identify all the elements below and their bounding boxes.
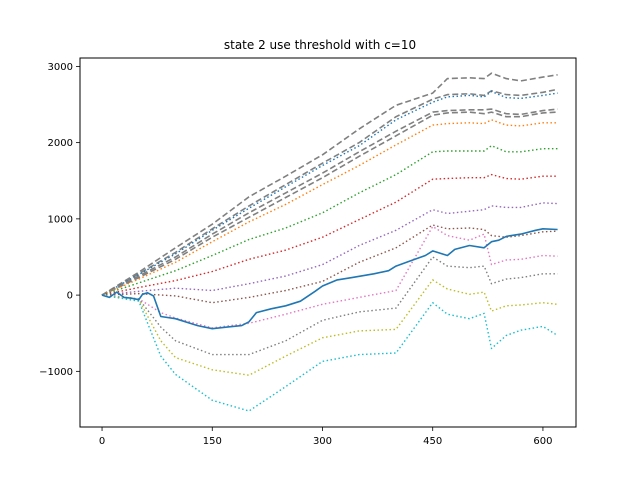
series-line-12: [101, 256, 558, 356]
series-line-9: [101, 202, 558, 296]
series-line-3: [101, 90, 558, 296]
series-line-11: [101, 225, 558, 329]
y-tick-label-0: −1000: [39, 367, 73, 378]
y-tick-label-1: 0: [67, 291, 73, 302]
series-layer: [101, 72, 558, 412]
x-tick-label-1: 150: [203, 436, 222, 447]
y-tick-label-3: 2000: [48, 138, 73, 149]
x-axis: 0 150 300 450 600: [99, 427, 552, 447]
series-line-1: [101, 72, 558, 296]
x-tick-label-3: 450: [423, 436, 442, 447]
series-line-0: [101, 228, 558, 330]
plot-frame: [79, 57, 577, 428]
series-line-14: [101, 294, 558, 412]
y-tick-label-2: 1000: [48, 214, 73, 225]
series-line-10: [101, 224, 558, 304]
y-axis: −1000 0 1000 2000 3000: [39, 62, 80, 378]
x-tick-label-2: 300: [313, 436, 332, 447]
series-line-8: [101, 173, 558, 296]
series-line-7: [101, 144, 558, 296]
y-tick-label-4: 3000: [48, 62, 73, 73]
x-tick-label-0: 0: [99, 436, 105, 447]
chart-title: state 2 use threshold with c=10: [224, 38, 416, 52]
series-line-4: [101, 108, 558, 296]
x-tick-label-4: 600: [533, 436, 552, 447]
series-line-13: [101, 279, 558, 376]
series-line-2: [101, 88, 558, 296]
series-line-5: [101, 111, 558, 296]
